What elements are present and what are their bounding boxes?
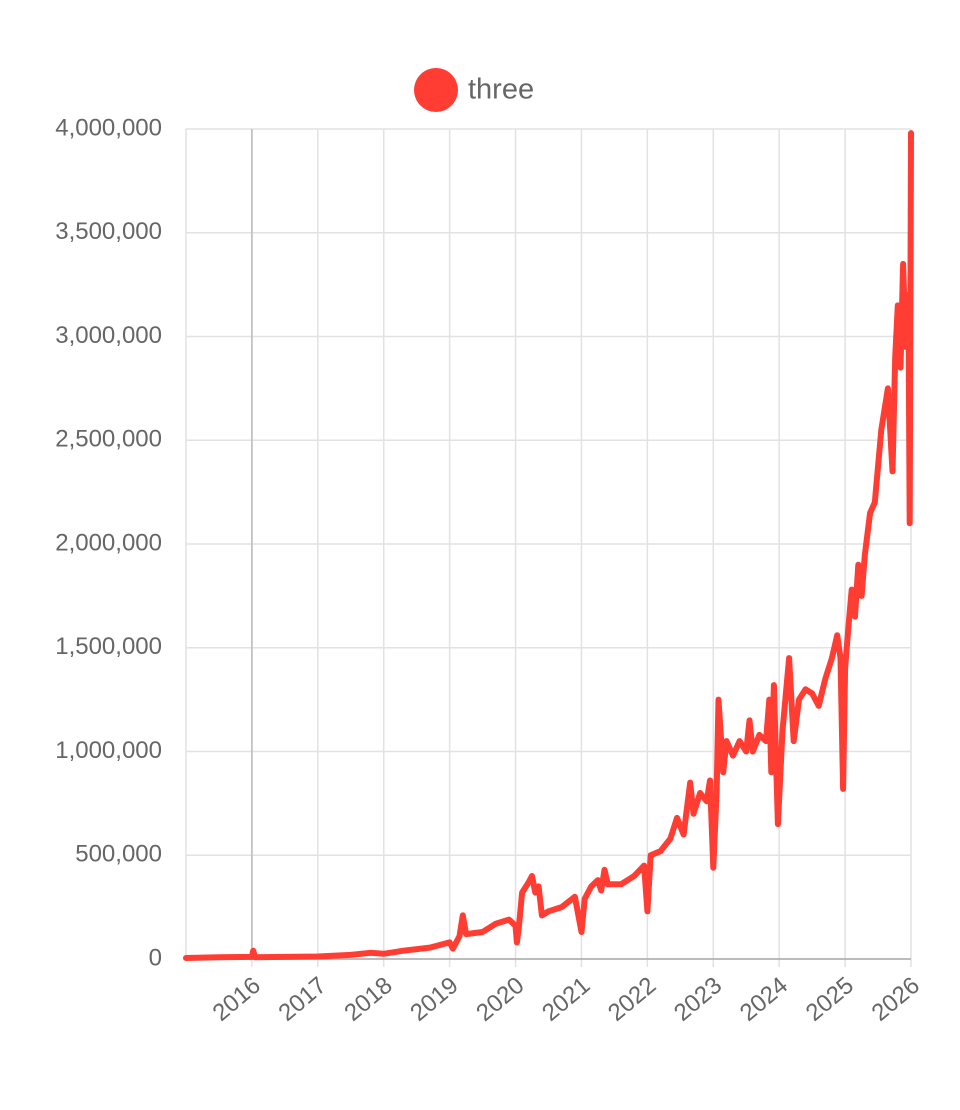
y-tick-label: 4,000,000 <box>55 114 162 141</box>
x-tick-label: 2017 <box>273 972 331 1027</box>
y-tick-label: 3,500,000 <box>55 218 162 245</box>
x-tick-label: 2024 <box>735 972 793 1027</box>
x-tick-label: 2018 <box>339 972 397 1027</box>
x-tick-label: 2023 <box>669 972 727 1027</box>
x-tick-label: 2022 <box>603 972 661 1027</box>
x-tick-label: 2016 <box>208 972 266 1027</box>
x-tick-label: 2021 <box>537 972 595 1027</box>
legend-marker <box>414 68 458 112</box>
y-tick-label: 1,500,000 <box>55 633 162 660</box>
y-tick-label: 3,000,000 <box>55 322 162 349</box>
y-tick-label: 2,500,000 <box>55 426 162 453</box>
x-tick-label: 2019 <box>405 972 463 1027</box>
data-line <box>183 130 914 961</box>
y-tick-label: 0 <box>149 944 162 971</box>
y-tick-label: 1,000,000 <box>55 737 162 764</box>
x-tick-label: 2025 <box>801 972 859 1027</box>
y-tick-label: 2,000,000 <box>55 529 162 556</box>
y-tick-label: 500,000 <box>75 841 162 868</box>
x-tick-label: 2026 <box>867 972 925 1027</box>
legend-label: three <box>468 74 534 106</box>
x-tick-label: 2020 <box>471 972 529 1027</box>
